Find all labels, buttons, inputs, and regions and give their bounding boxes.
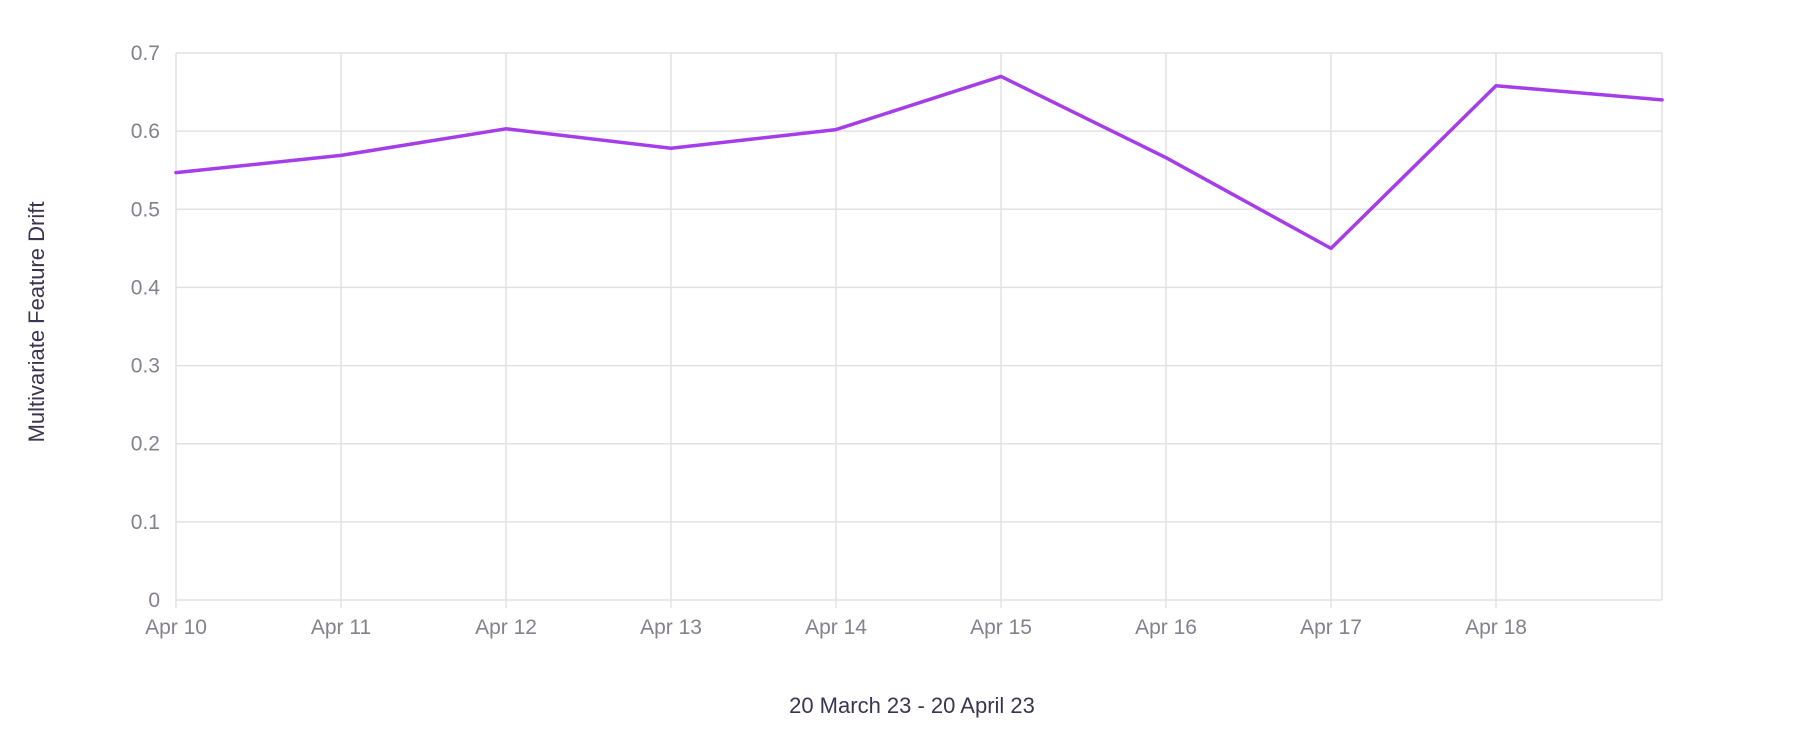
grid — [175, 52, 1663, 608]
drift-series-line — [174, 74, 1664, 251]
x-tick-label: Apr 17 — [1300, 616, 1362, 639]
x-tick-label: Apr 16 — [1135, 616, 1197, 639]
x-tick-label: Apr 10 — [145, 616, 207, 639]
y-tick-label: 0 — [148, 589, 160, 612]
x-tick-label: Apr 14 — [805, 616, 867, 639]
x-axis-title: 20 March 23 - 20 April 23 — [789, 693, 1035, 718]
y-tick-label: 0.5 — [131, 198, 160, 221]
y-tick-label: 0.2 — [131, 433, 160, 456]
series-points — [175, 76, 1663, 249]
x-tick-label: Apr 12 — [475, 616, 537, 639]
y-tick-label: 0.7 — [131, 42, 160, 65]
y-tick-label: 0.4 — [131, 276, 161, 299]
x-tick-label: Apr 13 — [640, 616, 702, 639]
y-tick-label: 0.6 — [131, 120, 160, 143]
x-axis-ticks: Apr 10 Apr 11 Apr 12 Apr 13 Apr 14 Apr 15 Apr … — [145, 616, 1527, 639]
x-tick-label: Apr 11 — [311, 616, 371, 639]
y-tick-label: 0.1 — [131, 511, 160, 534]
y-axis-ticks: 0 0.1 0.2 0.3 0.4 0.5 0.6 0.7 — [131, 42, 161, 612]
y-axis-title: Multivariate Feature Drift — [24, 202, 49, 443]
x-tick-label: Apr 15 — [970, 616, 1032, 639]
y-tick-label: 0.3 — [131, 355, 160, 378]
x-tick-label: Apr 18 — [1465, 616, 1527, 639]
